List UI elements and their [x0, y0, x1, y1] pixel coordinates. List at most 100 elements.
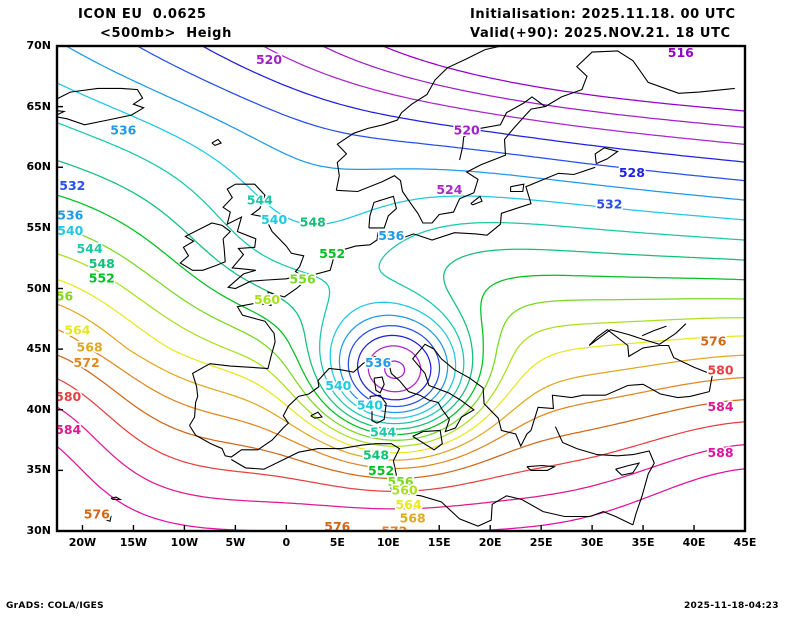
contour-line-528	[201, 46, 745, 163]
coastline	[317, 343, 532, 448]
coastline	[373, 376, 385, 394]
contour-label: 556	[47, 289, 73, 304]
contour-label: 580	[55, 389, 81, 404]
x-tick-label: 25E	[529, 536, 553, 549]
contour-line-532	[347, 325, 441, 408]
contour-line-536	[65, 46, 745, 201]
contour-line-532	[136, 46, 745, 182]
initialisation-time: Initialisation: 2025.11.18. 00 UTC	[470, 7, 736, 22]
coastline	[103, 515, 112, 523]
y-tick-label: 45N	[26, 342, 51, 356]
contour-lines	[57, 46, 745, 531]
contour-label: 536	[365, 355, 391, 370]
coastline	[310, 411, 324, 419]
contour-line-520	[384, 360, 406, 380]
x-tick-label: 10W	[170, 536, 199, 549]
contour-label: 536	[57, 207, 83, 222]
plot-frame	[55, 44, 747, 533]
contour-label: 536	[110, 122, 136, 137]
coastline	[641, 325, 667, 337]
y-tick-label: 55N	[26, 220, 51, 234]
contour-label: 584	[55, 422, 81, 437]
y-tick-label: 60N	[26, 160, 51, 174]
contour-label: 536	[378, 228, 404, 243]
contour-label: 540	[325, 378, 351, 393]
x-tick-label: 15W	[119, 536, 148, 549]
x-tick-label: 5W	[225, 536, 246, 549]
contour-label: 520	[256, 52, 282, 67]
coastline	[530, 383, 710, 431]
x-tick-label: 10E	[376, 536, 400, 549]
coastline	[554, 426, 655, 526]
contour-label: 588	[707, 445, 733, 460]
y-tick-label: 50N	[26, 281, 51, 295]
y-tick-label: 30N	[26, 524, 51, 537]
valid-time: Valid(+90): 2025.NOV.21. 18 UTC	[470, 26, 731, 41]
contour-label: 552	[319, 246, 345, 261]
contour-line-588	[467, 468, 745, 531]
coastline	[222, 183, 305, 290]
contour-line-536	[338, 314, 449, 414]
contour-label: 544	[247, 193, 273, 208]
contour-line-580	[57, 377, 745, 493]
coastline	[369, 394, 387, 424]
coastline	[526, 464, 557, 471]
contour-label: 568	[400, 510, 426, 525]
contour-line-584	[57, 406, 745, 510]
coastline	[368, 195, 398, 229]
chart-level-title: <500mb> Heigh	[100, 26, 232, 41]
x-tick-label: 45E	[733, 536, 757, 549]
contour-label: 560	[392, 483, 418, 498]
coastline	[179, 222, 232, 271]
coastline	[615, 462, 641, 476]
coastline	[231, 443, 634, 527]
contour-line-548	[57, 159, 745, 430]
contour-label: 528	[619, 165, 645, 180]
coastline	[57, 87, 145, 126]
contour-line-520	[321, 46, 745, 129]
x-tick-label: 0	[282, 536, 291, 549]
contour-line-588	[57, 445, 272, 531]
contour-line-564	[57, 278, 745, 454]
y-tick-label: 40N	[26, 402, 51, 416]
contour-label: 532	[596, 196, 622, 211]
contour-line-540	[329, 301, 457, 419]
coastline	[189, 380, 320, 458]
contour-label: 544	[77, 241, 103, 256]
contour-label: 572	[381, 524, 407, 539]
coastline	[470, 195, 483, 206]
contour-line-556	[57, 225, 745, 441]
contour-label: 532	[59, 178, 85, 193]
contour-label: 524	[436, 182, 462, 197]
x-tick-label: 5E	[329, 536, 345, 549]
contour-label: 580	[707, 362, 733, 377]
contour-label: 556	[290, 272, 316, 287]
render-timestamp: 2025-11-18-04:23	[684, 601, 779, 611]
contour-label: 548	[89, 256, 115, 271]
contour-label: 560	[254, 292, 280, 307]
x-tick-label: 20W	[68, 536, 97, 549]
coastline	[412, 429, 443, 451]
coastline	[336, 96, 547, 224]
contour-label: 516	[668, 45, 694, 60]
contour-label: 552	[89, 270, 115, 285]
contour-line-552	[57, 194, 745, 436]
x-tick-label: 35E	[631, 536, 655, 549]
contour-label: 548	[363, 447, 389, 462]
contour-label: 564	[396, 497, 422, 512]
contour-line-572	[57, 328, 745, 470]
chart-model-title: ICON EU 0.0625	[78, 7, 207, 22]
contour-label: 552	[368, 463, 394, 478]
coastline	[765, 349, 800, 394]
coastline	[335, 46, 611, 191]
contour-label: 572	[74, 355, 100, 370]
contour-label: 540	[357, 398, 383, 413]
contour-label: 548	[300, 215, 326, 230]
contour-label: 544	[370, 424, 396, 439]
x-tick-label: 40E	[682, 536, 706, 549]
contour-line-540	[57, 82, 745, 226]
coastline	[544, 50, 735, 108]
contour-label: 540	[261, 212, 287, 227]
grads-credit: GrADS: COLA/IGES	[6, 601, 104, 611]
